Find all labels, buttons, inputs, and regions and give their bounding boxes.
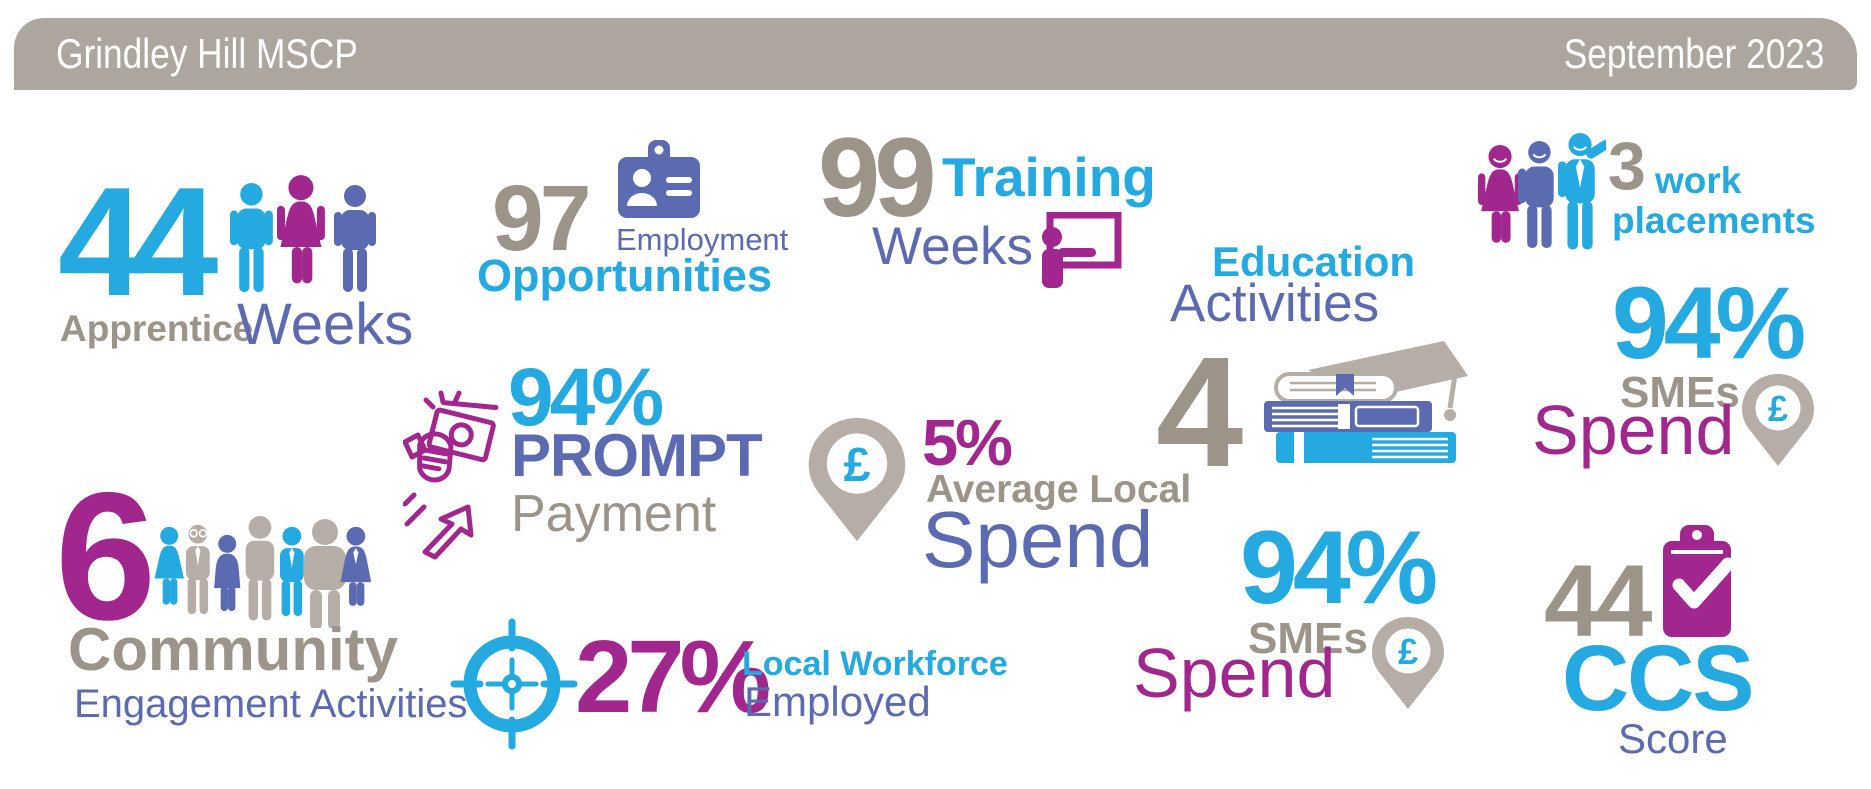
clipboard-check-icon — [1663, 525, 1735, 637]
education-label-bottom: Activities — [1170, 274, 1380, 333]
education-value: 4 — [1156, 325, 1244, 500]
target-icon — [450, 618, 578, 750]
three-people-icon — [230, 175, 376, 293]
smes-bottom-spend-label: Spend — [1133, 634, 1336, 712]
prompt-payment-label: Payment — [511, 485, 717, 543]
ccs-score-label: Score — [1618, 715, 1728, 762]
work-placements-people-icon — [1478, 133, 1606, 250]
workforce-label-top: Local Workforce — [742, 645, 1008, 683]
report-date: September 2023 — [1564, 30, 1825, 77]
prompt-value: 94% — [508, 352, 664, 443]
workforce-label-bottom: Employed — [744, 678, 931, 725]
work-placements-value: 3 — [1608, 128, 1646, 204]
header-bar: Grindley Hill MSCP September 2023 — [14, 18, 1857, 90]
pound-symbol: £ — [844, 438, 871, 492]
work-placements-label-bottom: placements — [1612, 200, 1816, 241]
apprentice-weeks-unit: Weeks — [237, 292, 414, 357]
smes-top-label: SMEs — [1620, 368, 1740, 417]
local-spend-value: 5% — [922, 406, 1013, 479]
id-badge-icon — [618, 140, 700, 218]
ccs-value: 44 — [1544, 544, 1652, 658]
books-graduation-cap-icon — [1264, 341, 1468, 463]
education-label-top: Education — [1212, 238, 1416, 285]
training-label-top: Training — [942, 146, 1156, 208]
pound-pin-icon: £ — [1372, 617, 1444, 709]
community-value: 6 — [55, 454, 157, 658]
training-value: 99 — [818, 115, 937, 240]
community-engagement-label: Engagement Activities — [74, 682, 468, 726]
smes-top-value: 94% — [1612, 266, 1806, 380]
apprentice-weeks-value: 44 — [58, 155, 218, 328]
smes-top-spend-label: Spend — [1532, 391, 1735, 469]
employment-value: 97 — [492, 166, 591, 270]
pound-pin-icon: £ — [808, 418, 906, 542]
work-placements-label-top: work — [1655, 160, 1742, 201]
community-label: Community — [68, 616, 398, 683]
report-title: Grindley Hill MSCP — [56, 30, 358, 77]
local-spend-spend-label: Spend — [922, 495, 1154, 584]
workforce-value: 27% — [575, 619, 771, 734]
employment-label-bottom: Opportunities — [477, 250, 772, 301]
smes-bottom-label: SMEs — [1248, 614, 1368, 663]
employment-label-top: Employment — [616, 222, 789, 257]
presenter-whiteboard-icon — [1042, 212, 1122, 288]
prompt-label: PROMPT — [511, 422, 763, 489]
local-spend-label: Average Local — [926, 468, 1192, 511]
training-label-bottom: Weeks — [872, 217, 1034, 276]
pound-symbol: £ — [1768, 388, 1788, 429]
community-people-icon — [154, 516, 372, 628]
smes-bottom-value: 94% — [1240, 510, 1438, 626]
pound-pin-icon: £ — [1742, 374, 1814, 466]
pound-symbol: £ — [1398, 631, 1418, 672]
cash-in-hand-icon — [403, 390, 499, 560]
ccs-label: CCS — [1562, 626, 1754, 730]
apprentice-weeks-label: Apprentice — [60, 308, 254, 349]
